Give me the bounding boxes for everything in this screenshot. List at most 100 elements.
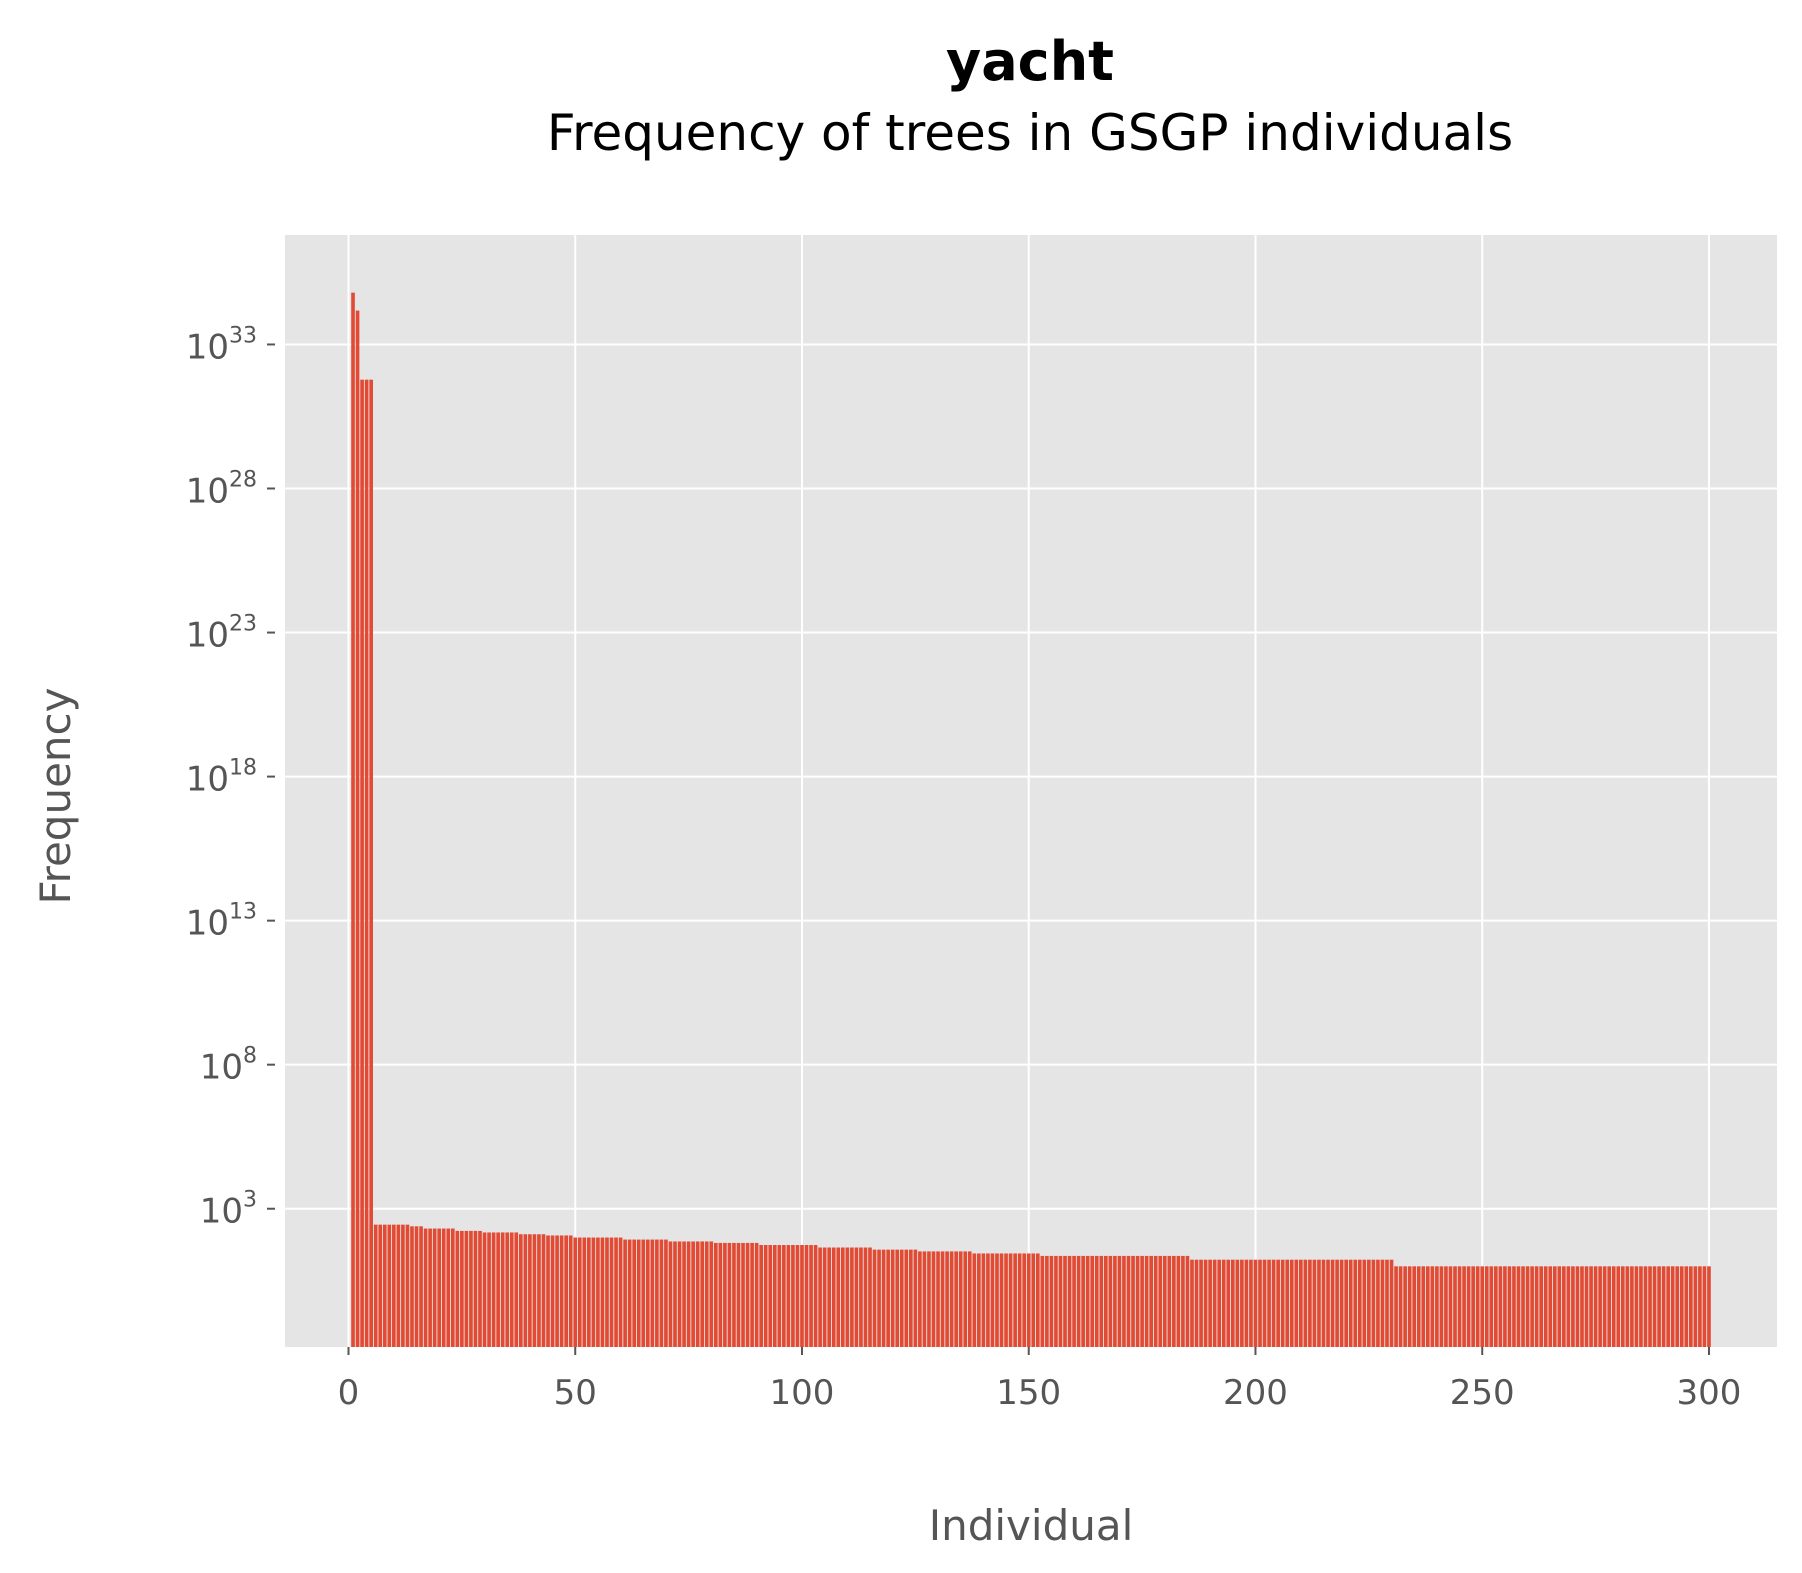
bar <box>537 1234 541 1347</box>
x-tick-label: 0 <box>338 1373 360 1413</box>
bar <box>800 1245 804 1347</box>
bar <box>1462 1266 1466 1347</box>
bar <box>836 1247 841 1347</box>
x-tick-label: 250 <box>1450 1373 1515 1413</box>
y-axis-label: Frequency <box>31 688 80 905</box>
bar <box>999 1253 1004 1347</box>
bar <box>990 1253 995 1347</box>
bar <box>1045 1255 1049 1347</box>
bar <box>1244 1259 1249 1347</box>
bar <box>827 1247 832 1347</box>
bar <box>1548 1266 1553 1347</box>
bar <box>1099 1255 1104 1347</box>
bar <box>1140 1255 1144 1347</box>
bar <box>1389 1259 1394 1347</box>
bar <box>899 1249 904 1347</box>
bar <box>1516 1266 1521 1347</box>
bar <box>360 379 364 1347</box>
bar <box>791 1245 795 1347</box>
bar <box>1521 1266 1525 1347</box>
bar <box>650 1239 655 1347</box>
bar <box>1512 1266 1516 1347</box>
bar <box>1675 1266 1680 1347</box>
bar <box>822 1247 827 1347</box>
bar <box>673 1241 677 1347</box>
bar <box>768 1245 773 1347</box>
bar <box>1226 1259 1231 1347</box>
bar <box>967 1251 972 1347</box>
bar <box>718 1242 723 1347</box>
bar <box>641 1239 646 1347</box>
bar <box>600 1237 605 1347</box>
bar <box>1571 1266 1575 1347</box>
bar <box>1634 1266 1639 1347</box>
bar <box>1707 1266 1711 1347</box>
bar <box>963 1251 968 1347</box>
bar <box>1589 1266 1593 1347</box>
bar <box>1471 1266 1475 1347</box>
bar <box>1026 1253 1031 1347</box>
bar <box>1326 1259 1330 1347</box>
bar <box>1625 1266 1630 1347</box>
bar <box>1072 1255 1076 1347</box>
bar <box>1607 1266 1612 1347</box>
bar <box>423 1228 428 1347</box>
bar <box>623 1239 627 1347</box>
bar <box>1584 1266 1589 1347</box>
x-tick-label: 100 <box>770 1373 835 1413</box>
bar <box>1407 1266 1412 1347</box>
bar <box>1144 1255 1149 1347</box>
bar <box>1212 1259 1217 1347</box>
bar <box>872 1249 877 1347</box>
bar <box>695 1241 700 1347</box>
bar <box>995 1253 999 1347</box>
bar <box>1575 1266 1580 1347</box>
bar <box>1090 1255 1095 1347</box>
bar <box>877 1249 881 1347</box>
bar <box>1448 1266 1453 1347</box>
bar <box>487 1232 491 1347</box>
bar <box>1489 1266 1494 1347</box>
bar <box>1312 1259 1317 1347</box>
bar <box>450 1228 455 1347</box>
bar <box>1063 1255 1067 1347</box>
bar <box>754 1242 759 1347</box>
bar <box>1335 1259 1339 1347</box>
bar <box>478 1230 482 1347</box>
bar <box>1430 1266 1435 1347</box>
bar <box>1181 1255 1185 1347</box>
bar <box>1689 1266 1693 1347</box>
bar <box>1498 1266 1503 1347</box>
plot-area <box>285 235 1777 1347</box>
bar <box>981 1253 986 1347</box>
bar <box>555 1235 559 1347</box>
bar <box>373 1224 378 1347</box>
bar <box>772 1245 777 1347</box>
bar <box>1303 1259 1308 1347</box>
bar <box>1444 1266 1448 1347</box>
bar <box>1367 1259 1371 1347</box>
grid-lines <box>285 235 1777 1347</box>
x-axis-ticks: 0 50 100 150 200 250 300 <box>338 1347 1741 1413</box>
bar <box>859 1247 863 1347</box>
bar <box>1108 1255 1113 1347</box>
bar <box>1203 1259 1208 1347</box>
bar <box>1162 1255 1167 1347</box>
bar <box>1253 1259 1258 1347</box>
bar <box>1289 1259 1294 1347</box>
bar <box>1104 1255 1108 1347</box>
bar <box>1362 1259 1367 1347</box>
bar <box>1702 1266 1707 1347</box>
bar <box>1308 1259 1312 1347</box>
bar <box>632 1239 637 1347</box>
bar <box>977 1253 981 1347</box>
bar <box>1081 1255 1085 1347</box>
y-axis-ticks: 103 108 1013 1018 1023 1028 1033 <box>186 323 275 1232</box>
bar <box>460 1230 464 1347</box>
bar <box>850 1247 854 1347</box>
bar <box>1616 1266 1621 1347</box>
bar <box>546 1235 550 1347</box>
bar <box>1398 1266 1403 1347</box>
bar <box>1054 1255 1058 1347</box>
bar <box>958 1251 963 1347</box>
